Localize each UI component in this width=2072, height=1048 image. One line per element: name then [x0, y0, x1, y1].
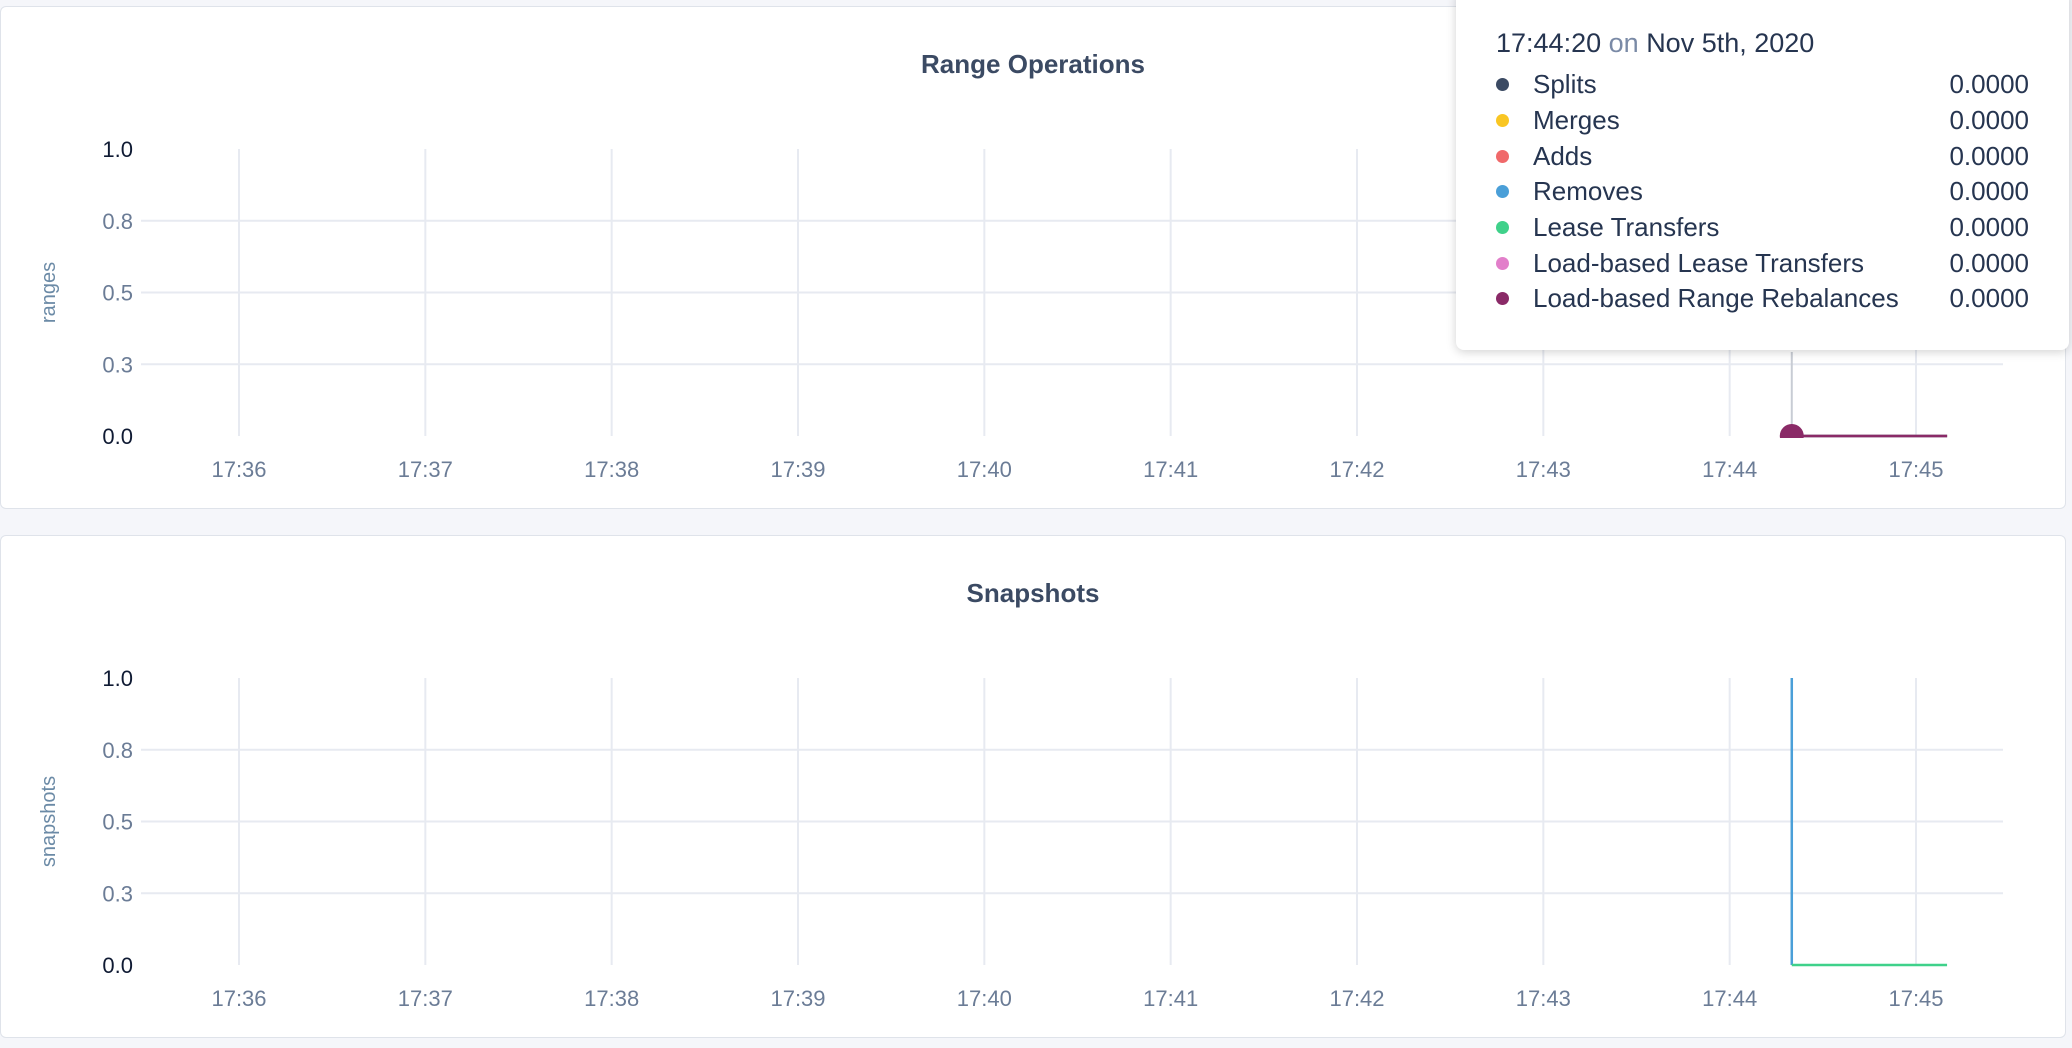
series-value: 0.0000 — [1949, 283, 2029, 314]
x-tick-label: 17:45 — [1888, 457, 1943, 482]
x-tick-label: 17:43 — [1516, 986, 1571, 1011]
y-tick-label: 0.8 — [102, 209, 133, 234]
y-tick-label: 0.5 — [102, 810, 133, 835]
x-tick-label: 17:36 — [211, 457, 266, 482]
series-value: 0.0000 — [1949, 176, 2029, 207]
legend-dot-icon — [1496, 149, 1509, 163]
chart-title: Range Operations — [921, 49, 1145, 79]
x-tick-label: 17:41 — [1143, 986, 1198, 1011]
series-name: Removes — [1533, 176, 1643, 207]
x-tick-label: 17:41 — [1143, 457, 1198, 482]
tooltip-row: Splits 0.0000 — [1496, 67, 2029, 103]
y-axis-label: snapshots — [38, 776, 60, 867]
x-tick-label: 17:39 — [770, 457, 825, 482]
tooltip-date: Nov 5th, 2020 — [1646, 28, 1815, 58]
y-tick-label: 0.0 — [102, 953, 133, 978]
series-name: Splits — [1533, 69, 1597, 100]
y-tick-label: 0.5 — [102, 281, 133, 306]
x-tick-label: 17:44 — [1702, 986, 1757, 1011]
legend-dot-icon — [1496, 185, 1509, 199]
series-name: Load-based Lease Transfers — [1533, 247, 1864, 278]
tooltip-on: on — [1608, 28, 1639, 58]
y-tick-label: 1.0 — [102, 137, 133, 162]
tooltip-row: Lease Transfers 0.0000 — [1496, 210, 2029, 246]
legend-dot-icon — [1496, 256, 1509, 270]
series-name: Load-based Range Rebalances — [1533, 283, 1899, 314]
tooltip-row: Removes 0.0000 — [1496, 174, 2029, 210]
legend-dot-icon — [1496, 221, 1509, 235]
legend-dot-icon — [1496, 292, 1509, 306]
x-tick-label: 17:37 — [398, 986, 453, 1011]
y-tick-label: 0.8 — [102, 738, 133, 763]
y-axis-label: ranges — [38, 262, 60, 323]
tooltip-time: 17:44:20 — [1496, 28, 1602, 58]
x-tick-label: 17:42 — [1329, 457, 1384, 482]
hover-tooltip: 17:44:20 on Nov 5th, 2020 Splits 0.0000 Me… — [1456, 0, 2069, 350]
x-tick-label: 17:45 — [1888, 986, 1943, 1011]
chart-title: Snapshots — [966, 578, 1100, 608]
tooltip-row: Load-based Range Rebalances 0.0000 — [1496, 281, 2029, 317]
x-tick-label: 17:43 — [1516, 457, 1571, 482]
point-mask — [1777, 438, 1806, 452]
tooltip-row: Merges 0.0000 — [1496, 103, 2029, 139]
y-tick-label: 0.3 — [102, 881, 133, 906]
series-value: 0.0000 — [1949, 69, 2029, 100]
x-tick-label: 17:44 — [1702, 457, 1757, 482]
x-tick-label: 17:37 — [398, 457, 453, 482]
x-tick-label: 17:38 — [584, 986, 639, 1011]
x-tick-label: 17:40 — [957, 457, 1012, 482]
chart-svg: 0.0 0.3 0.5 0.8 1.0 17:36 17:37 17:38 17:39 17:40… — [38, 666, 2003, 1011]
chart-svg: 0.0 0.3 0.5 0.8 1.0 17:36 17:37 17:38 17:39 17:40… — [38, 137, 2003, 482]
series-value: 0.0000 — [1949, 105, 2029, 136]
x-tick-label: 17:36 — [211, 986, 266, 1011]
x-tick-label: 17:38 — [584, 457, 639, 482]
series-name: Lease Transfers — [1533, 212, 1720, 243]
snapshots-panel: Snapshots 0.0 0.3 0.5 0.8 1.0 17:36 17:37 17:38… — [0, 535, 2066, 1038]
tooltip-row: Load-based Lease Transfers 0.0000 — [1496, 245, 2029, 281]
x-tick-label: 17:39 — [770, 986, 825, 1011]
x-tick-label: 17:40 — [957, 986, 1012, 1011]
y-tick-label: 0.3 — [102, 352, 133, 377]
series-value: 0.0000 — [1949, 140, 2029, 171]
series-name: Merges — [1533, 105, 1620, 136]
tooltip-header: 17:44:20 on Nov 5th, 2020 — [1496, 28, 2029, 59]
y-tick-label: 1.0 — [102, 666, 133, 691]
tooltip-row: Adds 0.0000 — [1496, 138, 2029, 174]
legend-dot-icon — [1496, 78, 1509, 92]
series-value: 0.0000 — [1949, 212, 2029, 243]
legend-dot-icon — [1496, 114, 1509, 128]
y-tick-label: 0.0 — [102, 424, 133, 449]
series-name: Adds — [1533, 140, 1593, 171]
x-tick-label: 17:42 — [1329, 986, 1384, 1011]
series-value: 0.0000 — [1949, 247, 2029, 278]
